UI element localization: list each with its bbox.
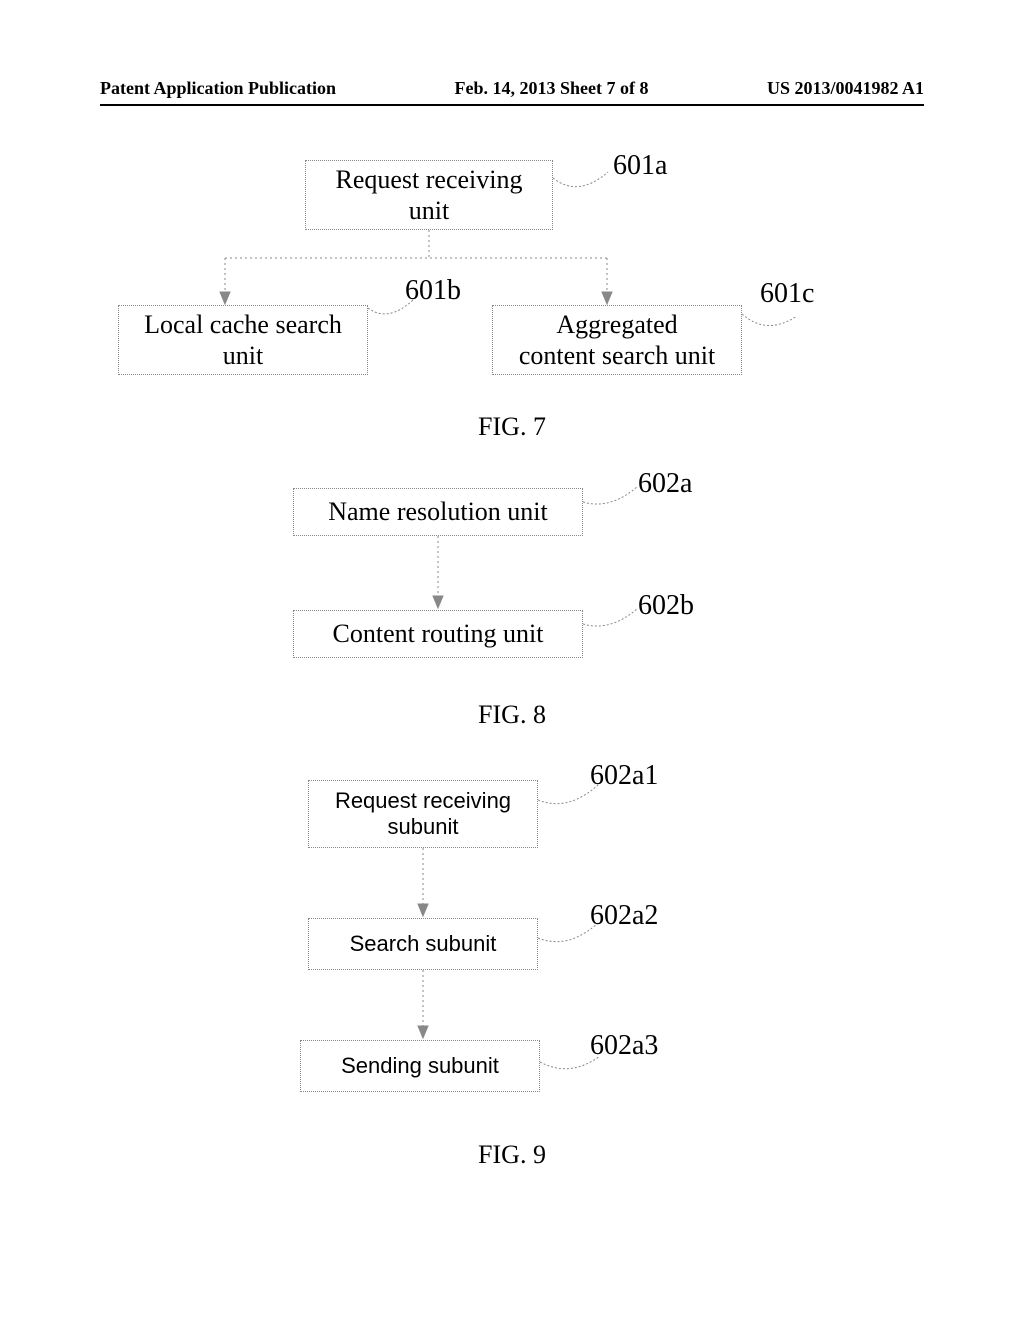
leader-602a xyxy=(583,484,643,512)
ref-602b: 602b xyxy=(638,590,694,622)
header-right: US 2013/0041982 A1 xyxy=(767,78,924,99)
fig7-caption: FIG. 7 xyxy=(478,412,546,442)
fig9-box-602a1: Request receiving subunit xyxy=(308,780,538,848)
fig9-arrow-a2-to-a3 xyxy=(405,970,441,1042)
fig9-arrow-a1-to-a2 xyxy=(405,848,441,920)
fig9-box-602a3: Sending subunit xyxy=(300,1040,540,1092)
fig8-caption: FIG. 8 xyxy=(478,700,546,730)
leader-601a xyxy=(553,170,613,200)
header-left: Patent Application Publication xyxy=(100,78,336,99)
fig9-box-602a3-text: Sending subunit xyxy=(341,1053,499,1079)
ref-601a: 601a xyxy=(613,150,667,182)
leader-601c xyxy=(742,308,802,338)
header-center: Feb. 14, 2013 Sheet 7 of 8 xyxy=(455,78,649,99)
fig8-box-602b-text: Content routing unit xyxy=(333,618,544,649)
fig7-box-601b-line1: Local cache search xyxy=(144,309,342,340)
fig7-box-601a-line1: Request receiving xyxy=(336,164,523,195)
fig8-box-602a-text: Name resolution unit xyxy=(328,496,548,527)
ref-602a: 602a xyxy=(638,468,692,500)
ref-602a3: 602a3 xyxy=(590,1030,658,1062)
fig9-box-602a1-line1: Request receiving xyxy=(335,788,511,814)
fig9-box-602a1-line2: subunit xyxy=(388,814,459,840)
ref-602a1: 602a1 xyxy=(590,760,658,792)
header-rule xyxy=(100,104,924,106)
fig9-box-602a2-text: Search subunit xyxy=(350,931,497,957)
fig7-box-601a-line2: unit xyxy=(409,195,449,226)
ref-601b: 601b xyxy=(405,275,461,307)
fig8-box-602a: Name resolution unit xyxy=(293,488,583,536)
fig7-box-601a: Request receiving unit xyxy=(305,160,553,230)
fig7-box-601c-line2: content search unit xyxy=(519,340,715,371)
fig7-box-601b-line2: unit xyxy=(223,340,263,371)
fig7-box-601c: Aggregated content search unit xyxy=(492,305,742,375)
fig8-arrow-a-to-b xyxy=(420,536,460,612)
fig9-box-602a2: Search subunit xyxy=(308,918,538,970)
fig8-box-602b: Content routing unit xyxy=(293,610,583,658)
ref-601c: 601c xyxy=(760,278,814,310)
ref-602a2: 602a2 xyxy=(590,900,658,932)
fig9-caption: FIG. 9 xyxy=(478,1140,546,1170)
page-header: Patent Application Publication Feb. 14, … xyxy=(0,78,1024,99)
leader-602b xyxy=(583,606,643,634)
fig7-box-601b: Local cache search unit xyxy=(118,305,368,375)
fig7-box-601c-line1: Aggregated xyxy=(556,309,677,340)
